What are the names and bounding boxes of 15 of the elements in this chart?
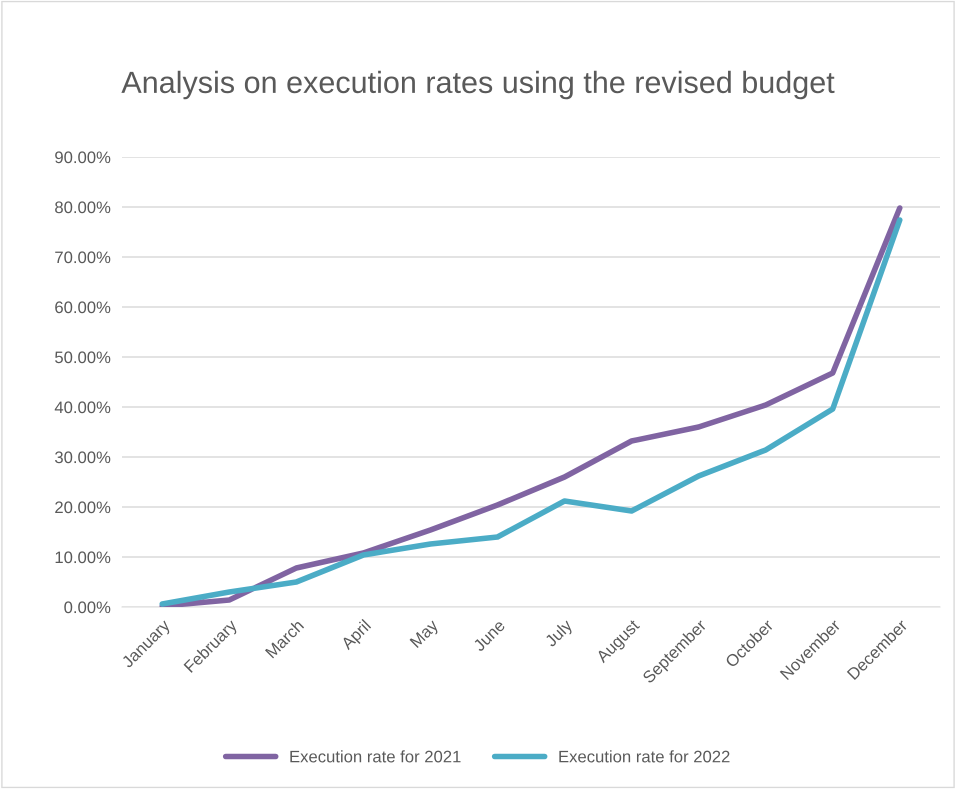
- y-tick-label: 80.00%: [55, 201, 110, 214]
- y-tick-label: 30.00%: [55, 451, 110, 464]
- legend-label: Execution rate for 2021: [290, 750, 461, 762]
- legend-label: Execution rate for 2022: [559, 750, 730, 762]
- y-tick-label: 50.00%: [55, 351, 110, 364]
- y-tick-label: 10.00%: [56, 551, 110, 564]
- chart-title: Analysis on execution rates using the revised budget: [121, 70, 834, 100]
- y-tick-label: 40.00%: [54, 401, 110, 414]
- x-tick-label: July: [544, 618, 576, 650]
- y-tick-label: 60.00%: [55, 301, 110, 314]
- x-tick-label: May: [410, 618, 442, 650]
- y-tick-label: 0.00%: [64, 601, 110, 614]
- y-tick-label: 90.00%: [55, 151, 110, 164]
- y-tick-label: 20.00%: [55, 501, 110, 514]
- y-tick-label: 70.00%: [55, 251, 110, 264]
